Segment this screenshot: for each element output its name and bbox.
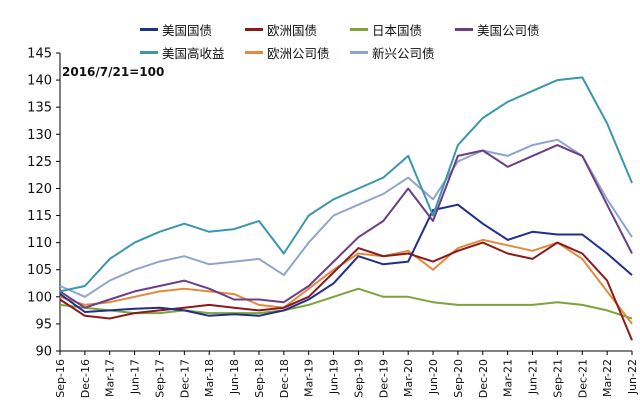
x-tick-label: Jun-17 <box>129 359 142 395</box>
x-tick-label: Sep-17 <box>153 359 166 398</box>
series-line <box>59 76 633 293</box>
y-tick-label: 100 <box>27 290 52 305</box>
y-axis: 90 95 100 105 110 115 120 125 130 135 140 145 <box>27 47 61 360</box>
x-tick-label: Dec-21 <box>576 359 589 398</box>
legend-item: 日本国债 <box>350 20 455 39</box>
x-tick-label: Mar-21 <box>502 359 515 397</box>
x-tick-label: Dec-16 <box>79 359 92 398</box>
series-lines <box>59 76 633 341</box>
legend-swatch <box>350 51 368 54</box>
legend-label: 新兴公司债 <box>372 46 435 61</box>
x-tick-label: Jun-18 <box>228 359 241 395</box>
y-tick-label: 140 <box>27 74 52 89</box>
x-tick-label: Dec-18 <box>278 359 291 398</box>
legend-swatch <box>140 51 158 54</box>
x-tick-label: Mar-19 <box>303 359 316 397</box>
legend-item: 欧洲国债 <box>245 20 350 39</box>
legend-item: 欧洲公司债 <box>245 43 350 62</box>
x-tick-label: Sep-19 <box>352 359 365 398</box>
legend-swatch <box>245 51 263 54</box>
series-line <box>59 138 633 298</box>
x-tick-label: Sep-18 <box>253 359 266 398</box>
legend-swatch <box>455 28 473 31</box>
y-tick-label: 110 <box>27 236 52 251</box>
x-tick-label: Jun-19 <box>328 359 341 395</box>
y-tick-label: 130 <box>27 128 52 143</box>
x-tick-label: Mar-17 <box>104 359 117 397</box>
y-tick-label: 135 <box>27 101 52 116</box>
x-tick-label: Mar-20 <box>402 359 415 397</box>
legend-swatch <box>350 28 368 31</box>
legend-item: 新兴公司债 <box>350 43 455 62</box>
x-tick-label: Sep-21 <box>551 359 564 398</box>
x-tick-label: Dec-17 <box>178 359 191 398</box>
series-line <box>59 144 633 309</box>
y-tick-label: 125 <box>27 155 52 170</box>
legend-label: 美国国债 <box>162 23 213 38</box>
series-line <box>59 203 633 317</box>
x-axis: Sep-16 Dec-16 Mar-17 Jun-17 Sep-17 Dec-17 Mar-… <box>54 350 639 398</box>
series-line <box>59 287 633 320</box>
y-tick-label: 95 <box>35 317 52 332</box>
legend-swatch <box>245 28 263 31</box>
x-tick-label: Jun-20 <box>427 359 440 395</box>
y-tick-label: 145 <box>27 47 52 62</box>
x-tick-label: Sep-20 <box>452 359 465 398</box>
legend-swatch <box>140 28 158 31</box>
y-tick-label: 120 <box>27 182 52 197</box>
series-line <box>59 241 633 341</box>
legend-label: 欧洲国债 <box>267 23 318 38</box>
legend-label: 美国公司债 <box>477 23 540 38</box>
y-tick-label: 90 <box>35 345 52 360</box>
legend-item: 美国国债 <box>140 20 245 39</box>
x-tick-label: Mar-22 <box>601 359 614 397</box>
y-tick-label: 115 <box>27 209 52 224</box>
x-tick-label: Mar-18 <box>203 359 216 397</box>
x-tick-label: Jun-22 <box>626 359 639 395</box>
base-date-annotation: 2016/7/21=100 <box>62 65 165 79</box>
legend-label: 美国高收益 <box>162 46 225 61</box>
y-tick-label: 105 <box>27 263 52 278</box>
x-tick-label: Dec-19 <box>377 359 390 398</box>
legend-item: 美国公司债 <box>455 20 560 39</box>
legend-label: 日本国债 <box>372 23 423 38</box>
x-tick-label: Sep-16 <box>54 359 67 398</box>
legend-item: 美国高收益 <box>140 43 245 62</box>
x-tick-label: Jun-21 <box>527 359 540 395</box>
x-tick-label: Dec-20 <box>477 359 490 398</box>
legend: 美国国债 欧洲国债 日本国债 美国公司债美国高收益 欧洲公司债 新兴公司债 <box>140 20 570 62</box>
legend-label: 欧洲公司债 <box>267 46 330 61</box>
